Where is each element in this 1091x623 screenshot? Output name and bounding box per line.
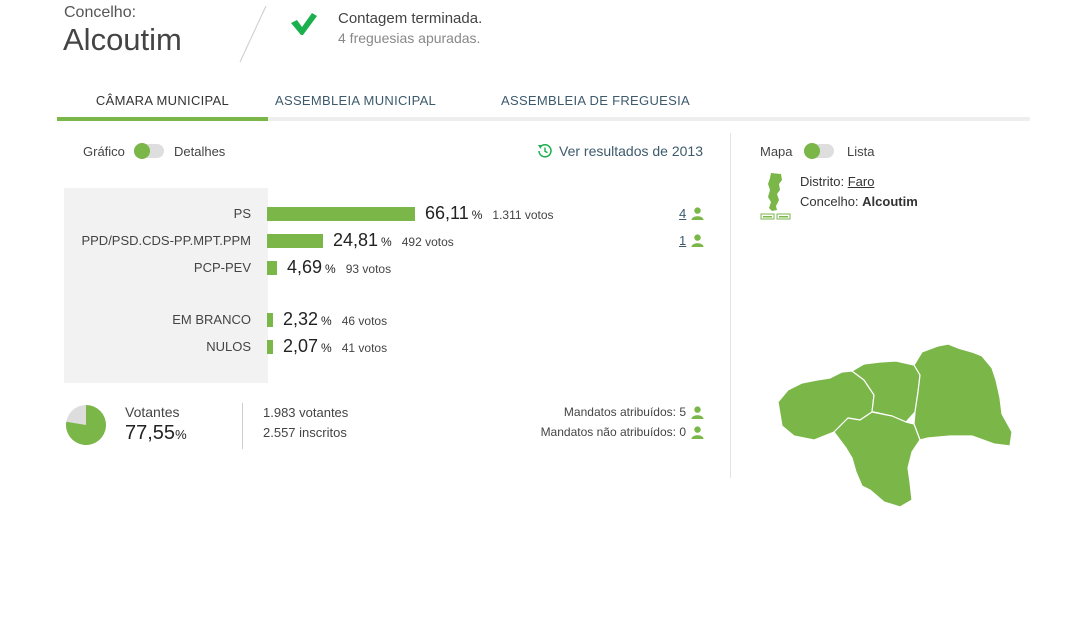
result-percent-sign: % — [381, 235, 392, 249]
toggle-knob — [804, 143, 820, 159]
voters-count: 1.983 votantes — [263, 405, 349, 420]
turnout-pie — [66, 405, 106, 445]
party-names-panel — [64, 188, 268, 383]
municipality-label: Concelho: — [64, 4, 137, 21]
party-name: PPD/PSD.CDS-PP.MPT.PPM — [81, 233, 251, 248]
person-icon — [691, 207, 704, 220]
result-bar — [267, 207, 415, 221]
result-votes: 46 votos — [341, 314, 388, 328]
registered-count: 2.557 inscritos — [263, 425, 347, 440]
mandates-assigned-label: Mandatos atribuídos: 5 — [563, 405, 686, 419]
result-bar — [267, 261, 277, 275]
result-votes: 41 votos — [341, 341, 388, 355]
toggle-knob — [134, 143, 150, 159]
previous-results-label: Ver resultados de 2013 — [559, 143, 703, 159]
result-percent-sign: % — [325, 262, 336, 276]
party-name: EM BRANCO — [172, 312, 251, 327]
party-mandates-link[interactable]: 1 — [679, 233, 704, 248]
check-icon — [291, 13, 317, 35]
municipality-map[interactable] — [772, 340, 1014, 508]
view-toggle[interactable] — [134, 143, 164, 159]
result-bar — [267, 313, 273, 327]
parish-south[interactable] — [833, 411, 921, 508]
district-link[interactable]: Faro — [847, 174, 875, 189]
result-percent-sign: % — [321, 314, 332, 328]
result-percentage-value: 24,81 — [333, 230, 379, 250]
person-icon — [691, 234, 704, 247]
view-toggle-chart-label: Gráfico — [83, 144, 125, 159]
party-name: NULOS — [206, 339, 251, 354]
result-bar — [267, 340, 273, 354]
header-divider — [239, 5, 267, 63]
count-status: Contagem terminada. — [338, 10, 483, 27]
result-percentage-value: 2,07 — [283, 336, 319, 356]
party-name: PCP-PEV — [193, 260, 251, 275]
district-row: Distrito: Faro — [800, 174, 874, 189]
map-toggle[interactable] — [804, 143, 834, 159]
parishes-counted: 4 freguesias apuradas. — [338, 30, 481, 46]
turnout-percentage: 77,55% — [125, 422, 187, 445]
mandates-unassigned: Mandatos não atribuídos: 0 — [541, 425, 704, 439]
result-percentage: 66,11% 1.311 votos — [425, 203, 554, 224]
municipality-row-label: Concelho: — [800, 194, 859, 209]
party-mandates-link[interactable]: 4 — [679, 206, 704, 221]
tab-assembleia-freguesia[interactable]: ASSEMBLEIA DE FREGUESIA — [501, 93, 690, 108]
result-percent-sign: % — [321, 341, 332, 355]
mandates-assigned: Mandatos atribuídos: 5 — [564, 405, 704, 419]
party-name: PS — [233, 206, 251, 221]
history-icon — [538, 144, 552, 158]
result-percentage: 24,81% 492 votos — [333, 230, 454, 251]
result-bar — [267, 234, 323, 248]
result-votes: 93 votos — [345, 262, 392, 276]
result-percentage: 2,07% 41 votos — [283, 336, 387, 357]
result-votes: 492 votos — [401, 235, 454, 249]
result-percentage-value: 66,11 — [425, 203, 469, 223]
result-percentage: 2,32% 46 votos — [283, 309, 387, 330]
active-tab-indicator — [57, 117, 268, 121]
tabs-baseline — [57, 117, 1030, 121]
result-percentage-value: 2,32 — [283, 309, 319, 329]
party-mandates-count: 1 — [679, 233, 687, 248]
district-label: Distrito: — [800, 174, 845, 189]
municipality-name: Alcoutim — [63, 22, 182, 57]
municipality-row-value: Alcoutim — [862, 194, 918, 209]
turnout-divider — [242, 403, 243, 449]
result-percentage-value: 4,69 — [287, 257, 323, 277]
municipality-row: Concelho: Alcoutim — [800, 194, 918, 209]
previous-results-link[interactable]: Ver resultados de 2013 — [537, 143, 703, 159]
parish-east[interactable] — [913, 343, 1013, 447]
map-toggle-list-label: Lista — [847, 144, 875, 159]
person-icon — [691, 425, 704, 439]
tab-camara-municipal[interactable]: CÂMARA MUNICIPAL — [95, 93, 230, 108]
column-divider — [730, 133, 731, 478]
mandates-unassigned-label: Mandatos não atribuídos: 0 — [540, 425, 686, 439]
turnout-value: 77,55 — [125, 422, 176, 444]
party-mandates-count: 4 — [679, 206, 687, 221]
tab-assembleia-municipal[interactable]: ASSEMBLEIA MUNICIPAL — [275, 93, 437, 108]
turnout-percent-sign: % — [175, 427, 187, 442]
turnout-label: Votantes — [125, 404, 180, 420]
view-toggle-details-label: Detalhes — [174, 144, 226, 159]
result-percentage: 4,69% 93 votos — [287, 257, 391, 278]
person-icon — [691, 405, 704, 419]
portugal-minimap-icon[interactable] — [760, 172, 792, 222]
result-percent-sign: % — [471, 208, 483, 222]
pie-turnout-slice — [66, 405, 106, 445]
result-votes: 1.311 votos — [492, 208, 554, 222]
map-toggle-map-label: Mapa — [760, 144, 793, 159]
